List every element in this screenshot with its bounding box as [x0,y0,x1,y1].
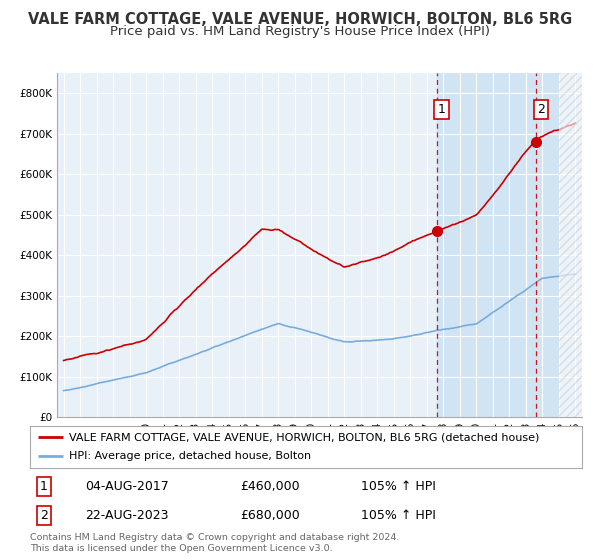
Text: 1: 1 [437,103,445,116]
Text: 105% ↑ HPI: 105% ↑ HPI [361,509,436,522]
Bar [437,73,580,417]
Text: 1: 1 [40,480,48,493]
Text: £680,000: £680,000 [240,509,299,522]
Text: 04-AUG-2017: 04-AUG-2017 [85,480,169,493]
Bar [559,73,582,417]
Text: 2: 2 [40,509,48,522]
Text: VALE FARM COTTAGE, VALE AVENUE, HORWICH, BOLTON, BL6 5RG (detached house): VALE FARM COTTAGE, VALE AVENUE, HORWICH,… [68,432,539,442]
Text: Price paid vs. HM Land Registry's House Price Index (HPI): Price paid vs. HM Land Registry's House … [110,25,490,38]
Text: VALE FARM COTTAGE, VALE AVENUE, HORWICH, BOLTON, BL6 5RG: VALE FARM COTTAGE, VALE AVENUE, HORWICH,… [28,12,572,27]
Text: 2: 2 [538,103,545,116]
Text: 105% ↑ HPI: 105% ↑ HPI [361,480,436,493]
Text: £460,000: £460,000 [240,480,299,493]
Text: Contains HM Land Registry data © Crown copyright and database right 2024.
This d: Contains HM Land Registry data © Crown c… [30,533,400,553]
Text: HPI: Average price, detached house, Bolton: HPI: Average price, detached house, Bolt… [68,451,311,461]
Text: 22-AUG-2023: 22-AUG-2023 [85,509,169,522]
